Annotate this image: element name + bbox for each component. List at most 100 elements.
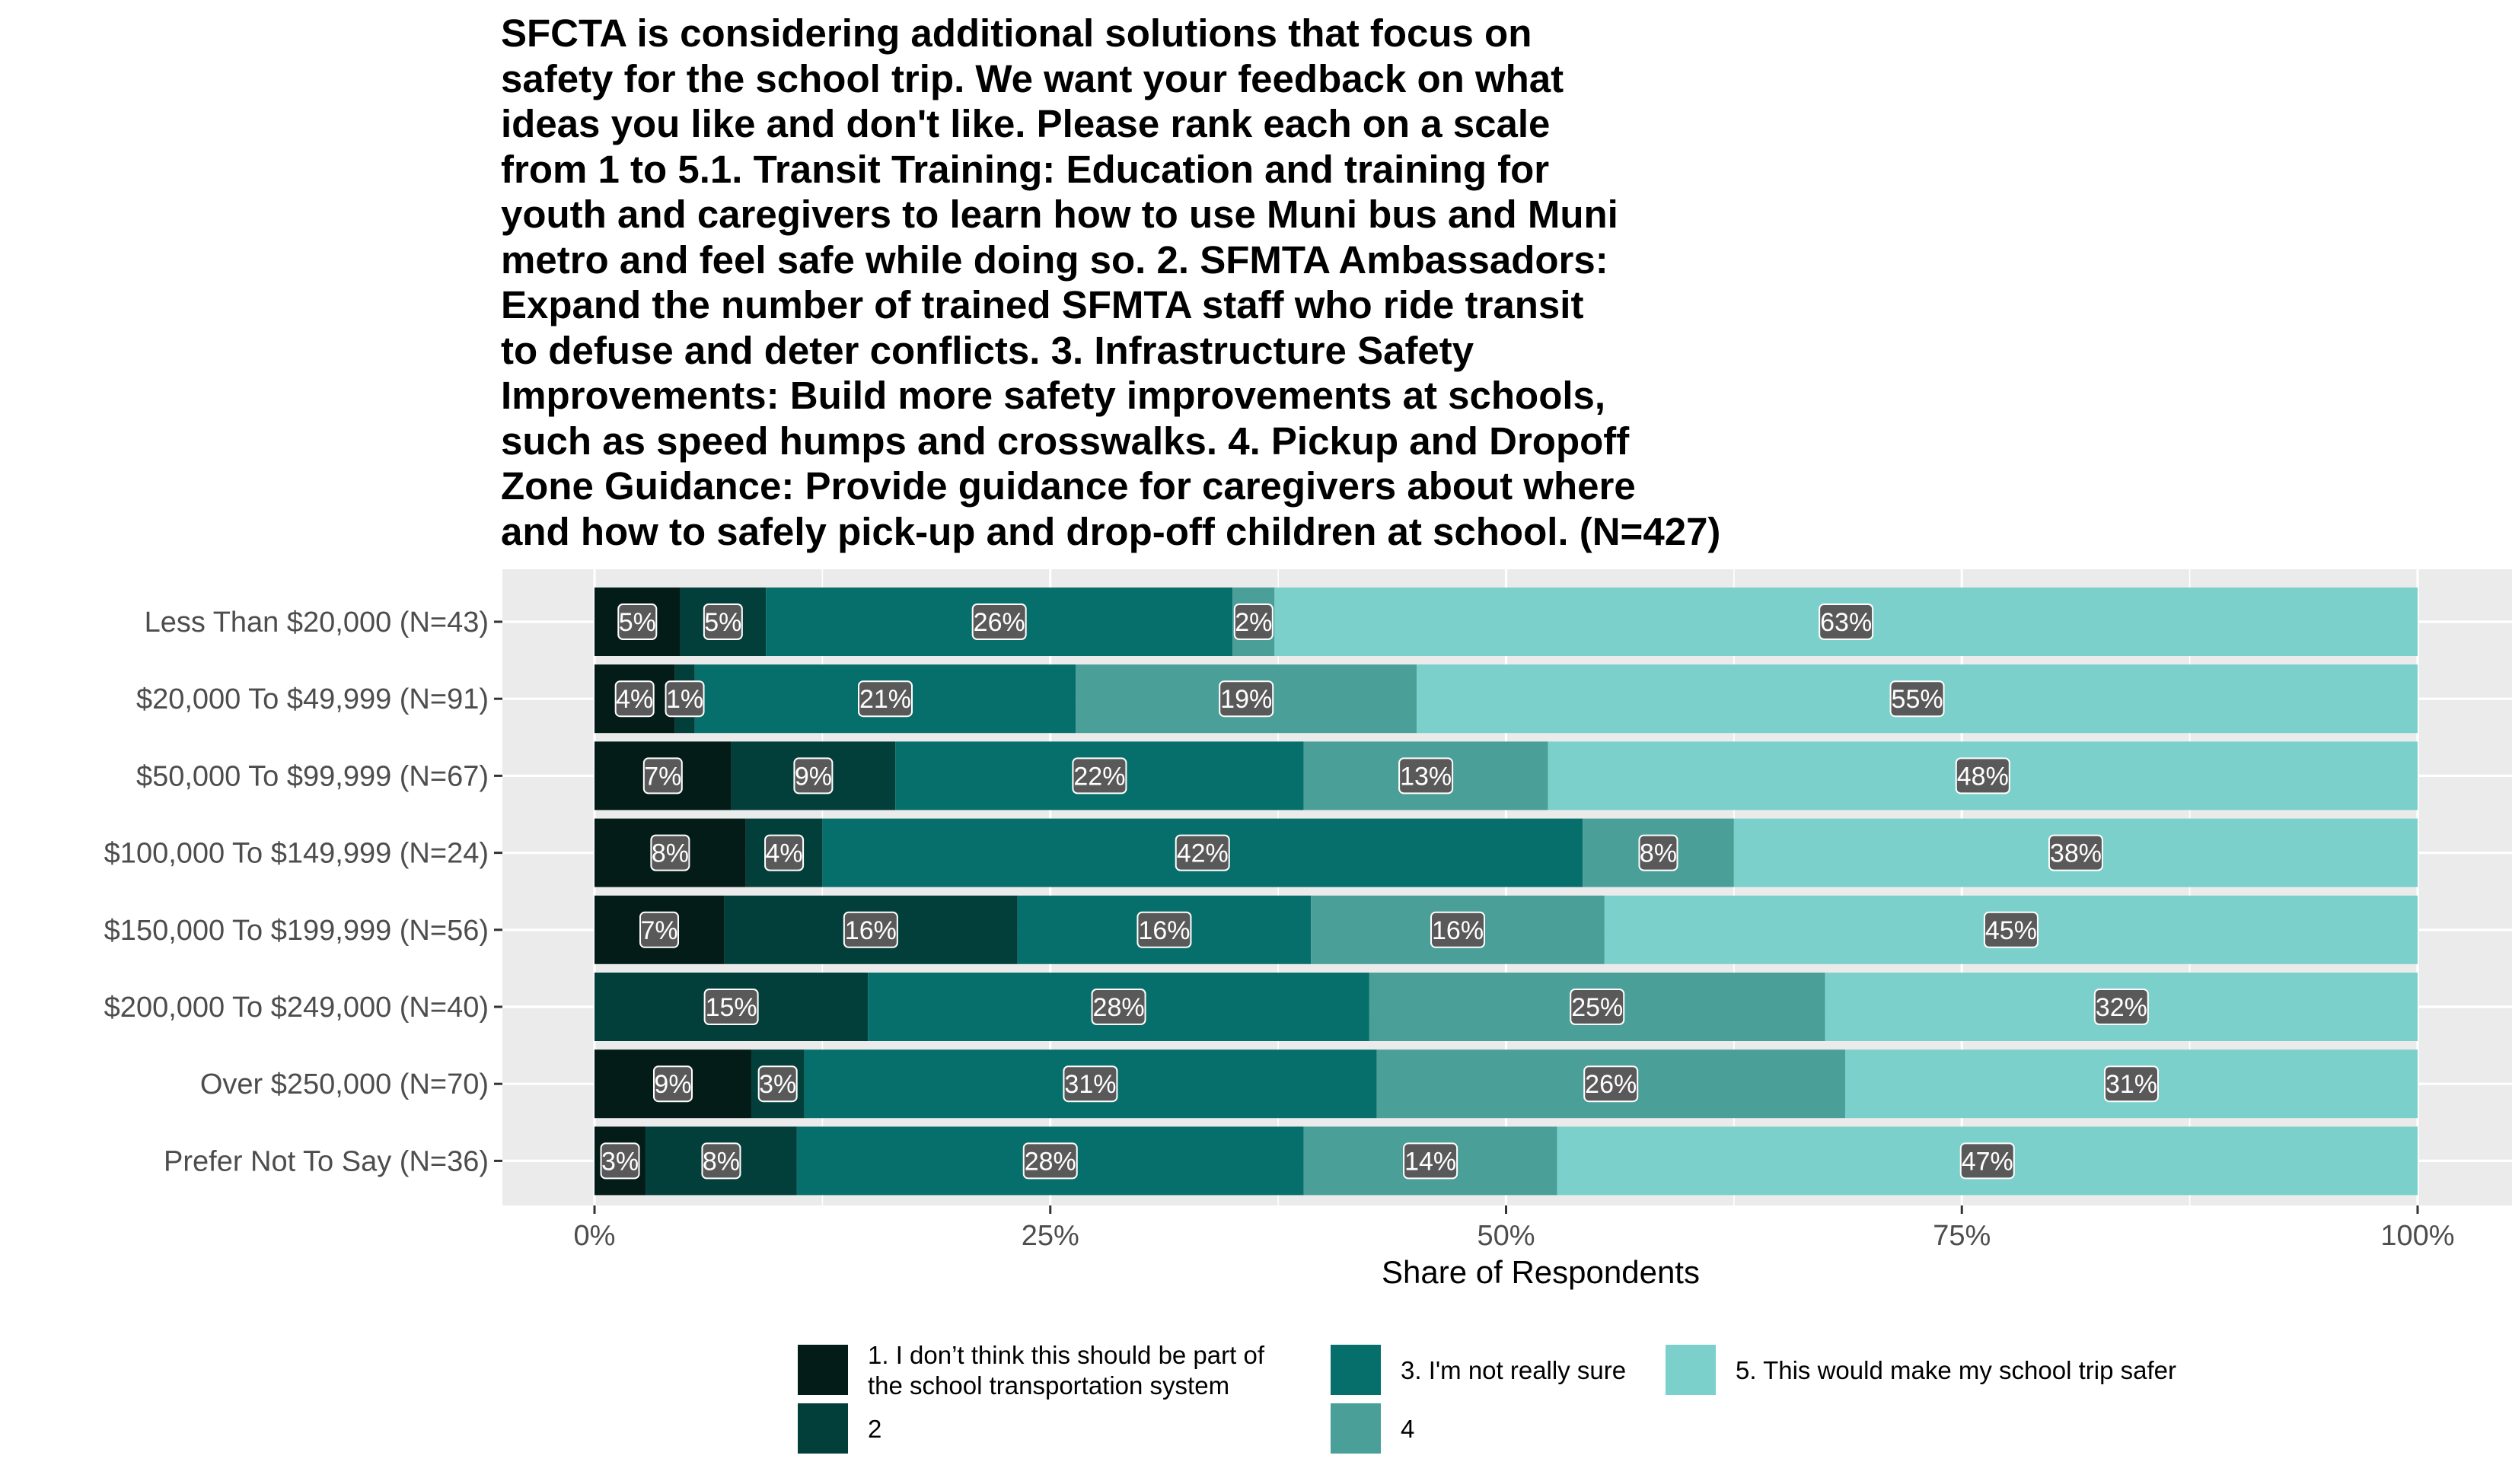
data-label-text: 45% (1985, 916, 2037, 945)
data-label: 9% (652, 1065, 693, 1103)
data-label-text: 32% (2096, 993, 2147, 1022)
data-label-box (1570, 989, 1625, 1025)
data-label-text: 26% (974, 608, 1025, 637)
data-label-text: 38% (2050, 839, 2102, 868)
data-label-box (793, 757, 834, 795)
data-label-text: 4% (766, 839, 803, 868)
data-label-text: 16% (1432, 916, 1484, 945)
y-tick-label: Less Than $20,000 (N=43) (145, 607, 489, 639)
legend-label: 3. I'm not really sure (1401, 1356, 1626, 1384)
data-label: 28% (1022, 1142, 1078, 1180)
data-label-text: 26% (1585, 1070, 1637, 1099)
data-label: 38% (2048, 834, 2103, 871)
data-label-box (843, 911, 898, 948)
legend-item: 5. This would make my school trip safer (1666, 1345, 2176, 1395)
data-label-box (650, 834, 690, 871)
data-label-box (1638, 834, 1678, 871)
data-label-box (1072, 757, 1127, 795)
data-label-box (665, 680, 705, 718)
data-label: 4% (764, 834, 805, 871)
data-label: 45% (1983, 911, 2039, 948)
legend-swatch (798, 1403, 848, 1454)
data-label: 22% (1072, 757, 1127, 795)
x-tick-label: 25% (1022, 1220, 1079, 1252)
data-label-text: 42% (1177, 839, 1229, 868)
data-label: 16% (1136, 911, 1192, 948)
data-label-text: 16% (1138, 916, 1190, 945)
data-label-text: 21% (859, 685, 911, 714)
data-label: 47% (1959, 1142, 2015, 1180)
data-label: 3% (757, 1065, 798, 1103)
data-label-text: 28% (1025, 1147, 1076, 1176)
data-label-box (764, 834, 805, 871)
legend-swatch (1331, 1403, 1381, 1454)
data-label: 26% (971, 603, 1027, 640)
data-label-text: 5% (704, 608, 741, 637)
data-label-text: 22% (1073, 762, 1125, 791)
data-label-text: 9% (654, 1070, 691, 1099)
data-label: 8% (701, 1142, 741, 1180)
legend-label: 4 (1401, 1415, 1414, 1443)
data-label-box (1233, 603, 1274, 640)
data-label: 55% (1889, 680, 1945, 718)
y-tick-label: Prefer Not To Say (N=36) (164, 1145, 489, 1177)
data-label: 42% (1175, 834, 1230, 871)
data-label: 32% (2093, 989, 2149, 1025)
data-label-box (1063, 1065, 1118, 1103)
data-label-text: 55% (1892, 685, 1943, 714)
data-label-box (2048, 834, 2103, 871)
data-label-box (1819, 603, 1874, 640)
data-label-box (1175, 834, 1230, 871)
data-label-box (1955, 757, 2010, 795)
data-label: 16% (1430, 911, 1486, 948)
data-label-box (614, 680, 655, 718)
data-label-text: 8% (1640, 839, 1677, 868)
data-label-box (600, 1142, 640, 1180)
data-label: 26% (1583, 1065, 1639, 1103)
data-label-box (971, 603, 1027, 640)
data-label-text: 47% (1962, 1147, 2013, 1176)
data-label: 15% (703, 989, 759, 1025)
legend-label: 5. This would make my school trip safer (1736, 1356, 2176, 1384)
data-label-box (1136, 911, 1192, 948)
data-label-box (1398, 757, 1454, 795)
x-axis-title: Share of Respondents (1382, 1254, 1700, 1290)
data-label-box (639, 911, 680, 948)
legend-item: 1. I don’t think this should be part of t… (798, 1341, 1265, 1400)
data-label-text: 14% (1404, 1147, 1456, 1176)
data-label-box (858, 680, 913, 718)
data-label: 28% (1091, 989, 1146, 1025)
data-label: 8% (1638, 834, 1678, 871)
data-label-text: 8% (652, 839, 689, 868)
data-label-text: 48% (1957, 762, 2009, 791)
y-tick-label: $200,000 To $249,000 (N=40) (104, 992, 489, 1024)
legend-swatch (1331, 1345, 1381, 1395)
data-label: 19% (1219, 680, 1274, 718)
data-label: 3% (600, 1142, 640, 1180)
data-label-text: 3% (759, 1070, 796, 1099)
legend-item: 2 (798, 1403, 881, 1454)
legend-item: 4 (1331, 1403, 1414, 1454)
data-label-text: 3% (601, 1147, 639, 1176)
data-label-text: 31% (1064, 1070, 1116, 1099)
data-label-text: 63% (1820, 608, 1872, 637)
data-label: 25% (1570, 989, 1625, 1025)
data-label-box (703, 603, 743, 640)
data-label: 13% (1398, 757, 1454, 795)
data-label-text: 1% (666, 685, 703, 714)
data-label: 48% (1955, 757, 2010, 795)
data-label-text: 31% (2106, 1070, 2157, 1099)
data-label-text: 4% (616, 685, 653, 714)
data-label-box (1022, 1142, 1078, 1180)
data-label-box (757, 1065, 798, 1103)
data-label-box (701, 1142, 741, 1180)
data-label-box (703, 989, 759, 1025)
y-tick-label: $50,000 To $99,999 (N=67) (136, 760, 489, 792)
data-label-box (1219, 680, 1274, 718)
data-label-box (1430, 911, 1486, 948)
data-label-box (2093, 989, 2149, 1025)
data-label-text: 15% (706, 993, 757, 1022)
data-label: 14% (1403, 1142, 1458, 1180)
data-label: 21% (858, 680, 913, 718)
